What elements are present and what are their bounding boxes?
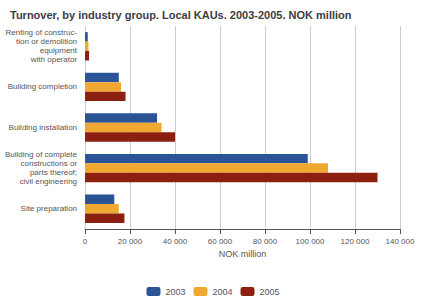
svg-text:140 000: 140 000 bbox=[386, 237, 415, 246]
svg-text:civil engineering: civil engineering bbox=[20, 177, 77, 186]
svg-text:2005: 2005 bbox=[260, 287, 280, 297]
svg-text:parts thereof;: parts thereof; bbox=[30, 168, 77, 177]
svg-text:Building completion: Building completion bbox=[8, 82, 77, 91]
svg-text:NOK million: NOK million bbox=[219, 249, 267, 259]
svg-text:Renting of construc-: Renting of construc- bbox=[5, 28, 77, 37]
svg-text:60 000: 60 000 bbox=[208, 237, 233, 246]
svg-text:0: 0 bbox=[83, 237, 88, 246]
svg-text:100 000: 100 000 bbox=[296, 237, 325, 246]
svg-text:2004: 2004 bbox=[212, 287, 232, 297]
svg-text:20 000: 20 000 bbox=[118, 237, 143, 246]
svg-text:120 000: 120 000 bbox=[341, 237, 370, 246]
svg-text:equipment: equipment bbox=[40, 46, 78, 55]
svg-text:2003: 2003 bbox=[165, 287, 185, 297]
svg-text:with operator: with operator bbox=[30, 55, 78, 64]
svg-text:Site preparation: Site preparation bbox=[21, 204, 77, 213]
svg-text:Turnover, by industry group. L: Turnover, by industry group. Local KAUs.… bbox=[10, 9, 352, 21]
svg-text:tion or demolition: tion or demolition bbox=[16, 37, 77, 46]
svg-text:Building installation: Building installation bbox=[9, 123, 78, 132]
svg-text:Building of complete: Building of complete bbox=[5, 150, 78, 159]
svg-text:80 000: 80 000 bbox=[253, 237, 278, 246]
svg-text:40 000: 40 000 bbox=[163, 237, 188, 246]
svg-text:constructions or: constructions or bbox=[21, 159, 78, 168]
